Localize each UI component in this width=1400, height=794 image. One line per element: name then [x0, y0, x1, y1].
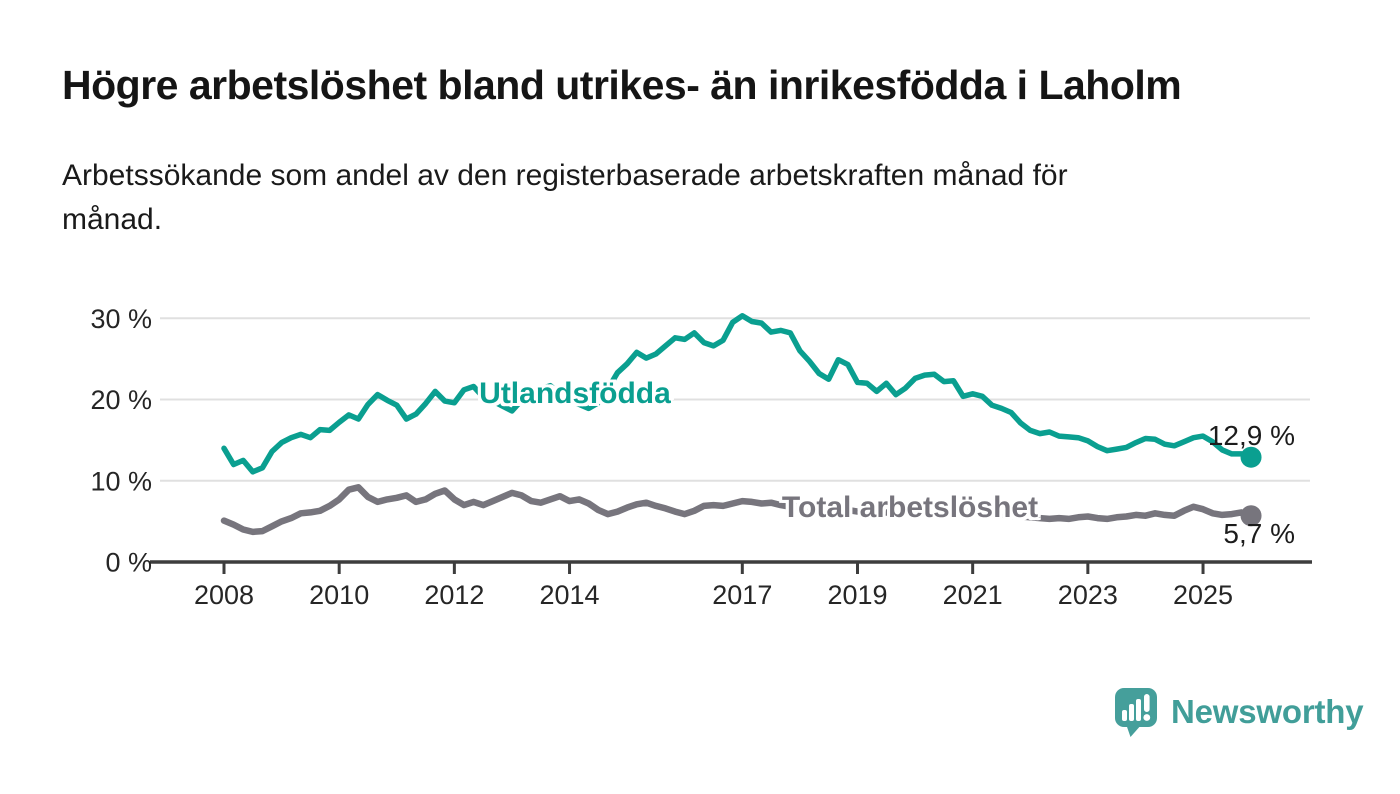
series-label-total-arbetsloshet: Total arbetslöshet: [781, 491, 1039, 524]
y-axis-tick-label: 20 %: [90, 385, 152, 415]
x-axis-tick-label: 2023: [1058, 580, 1118, 610]
y-axis-tick-label: 0 %: [105, 548, 152, 578]
series-line-total-arbetsloshet: [220, 484, 1255, 536]
end-value-utlandsfodda: 12,9 %: [1207, 420, 1295, 451]
x-axis-tick-label: 2014: [540, 580, 600, 610]
newsworthy-logo-icon: [1115, 688, 1157, 737]
end-value-total-arbetsloshet: 5,7 %: [1223, 518, 1295, 549]
y-axis-tick-label: 10 %: [90, 466, 152, 496]
x-axis-tick-label: 2019: [827, 580, 887, 610]
x-axis-tick-label: 2010: [309, 580, 369, 610]
x-axis-tick-label: 2021: [943, 580, 1003, 610]
x-axis-tick-label: 2025: [1173, 580, 1233, 610]
newsworthy-logo-text: Newsworthy: [1171, 693, 1364, 730]
series-label-utlandsfodda: Utlandsfödda: [479, 377, 671, 410]
series-line-utlandsfodda: [221, 313, 1254, 475]
x-axis-tick-label: 2017: [712, 580, 772, 610]
x-axis-tick-label: 2008: [194, 580, 254, 610]
newsworthy-logo: Newsworthy: [1114, 686, 1364, 738]
chart-title: Högre arbetslöshet bland utrikes- än inr…: [62, 62, 1182, 108]
end-dot-total-arbetsloshet: [1240, 505, 1262, 527]
y-axis-tick-label: 30 %: [90, 304, 152, 334]
x-axis-tick-label: 2012: [424, 580, 484, 610]
end-dot-utlandsfodda: [1240, 446, 1262, 468]
chart-subtitle: Arbetssökande som andel av den registerb…: [62, 159, 1068, 236]
